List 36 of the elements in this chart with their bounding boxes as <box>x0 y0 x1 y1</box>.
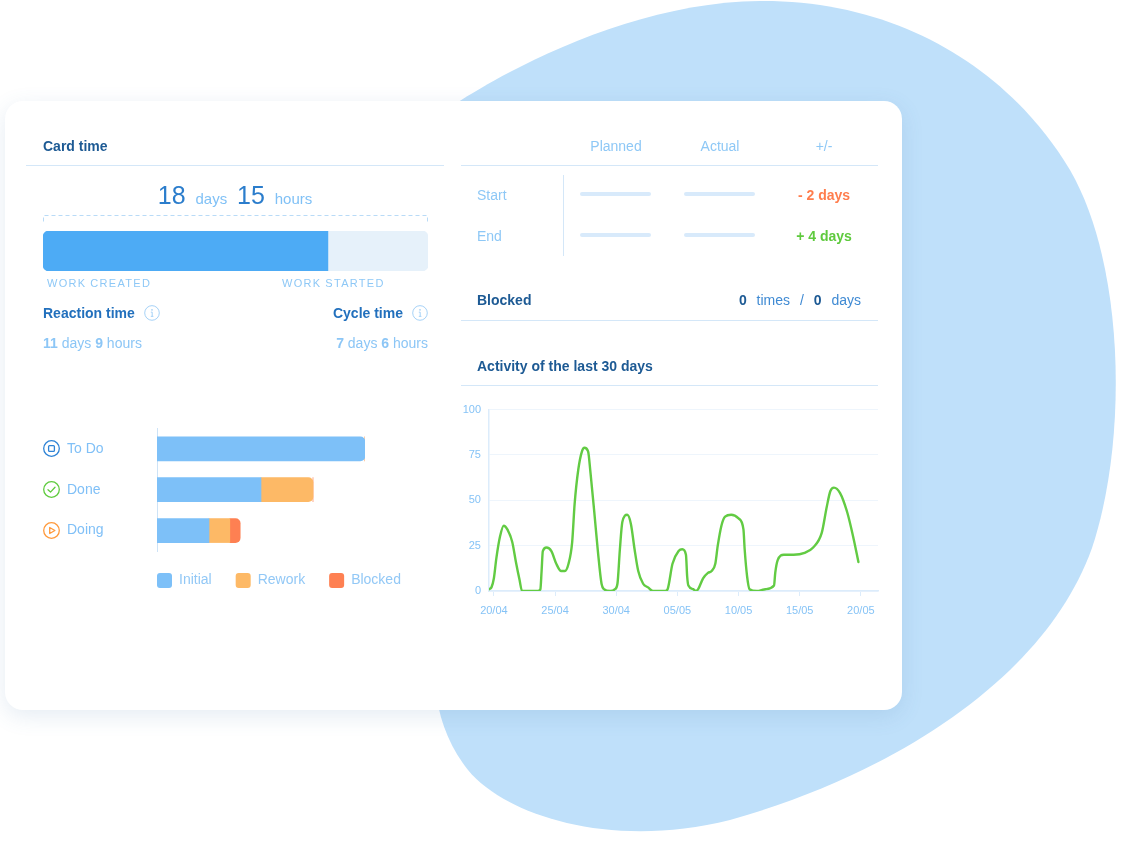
y-tick-label: 100 <box>462 402 481 415</box>
text: Cycle time <box>332 304 403 321</box>
text: 18 days 15 hours <box>157 180 313 209</box>
y-tick-label: Done <box>67 480 101 497</box>
y-tick-label: 75 <box>468 447 481 460</box>
legend-label: Initial <box>179 571 212 588</box>
x-tick-label: 05/05 <box>663 603 692 616</box>
y-tick-label: Doing <box>67 521 104 538</box>
x-tick-label: 15/05 <box>785 603 814 616</box>
text: + 4 days <box>796 227 852 244</box>
y-tick-label: 0 <box>474 584 481 597</box>
x-tick-label: 20/04 <box>480 603 508 616</box>
text: Actual <box>700 137 740 154</box>
text: +/- <box>815 137 833 154</box>
text: 7 days 6 hours <box>336 334 428 351</box>
text: End <box>477 227 502 244</box>
text: WORK CREATED <box>47 276 152 289</box>
x-tick-label: 30/04 <box>602 603 630 616</box>
legend-label: Rework <box>257 571 307 588</box>
text: Blocked <box>477 291 532 308</box>
chart-title: Activity of the last 30 days <box>477 357 653 375</box>
x-tick-label: 20/05 <box>847 603 875 616</box>
text: 11 days 9 hours <box>43 334 142 351</box>
y-tick-label: 25 <box>468 538 481 551</box>
text: Start <box>477 186 507 203</box>
text: WORK STARTED <box>282 276 385 289</box>
x-tick-label: 10/05 <box>724 603 753 616</box>
y-tick-label: To Do <box>67 439 104 456</box>
y-tick-label: 50 <box>468 493 481 506</box>
legend-label: Blocked <box>351 571 401 588</box>
text: 0 times / 0 days <box>738 291 861 308</box>
chart-title: Card time <box>43 137 108 155</box>
text: Reaction time <box>43 304 135 321</box>
x-tick-label: 25/04 <box>541 603 569 616</box>
text: Planned <box>590 137 642 154</box>
text: - 2 days <box>797 186 851 203</box>
